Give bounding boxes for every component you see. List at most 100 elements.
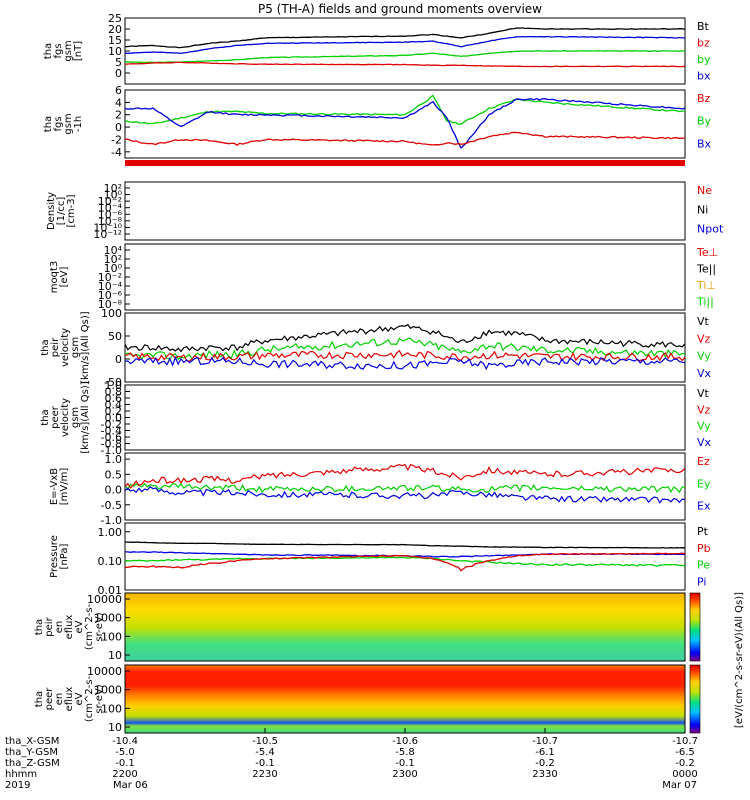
x-row-value: -0.2 — [535, 758, 555, 769]
y-tick-label: 10 — [108, 721, 122, 734]
series-bx — [124, 61, 686, 68]
series-Pe — [124, 556, 686, 567]
y-axis-label: eflux — [64, 687, 75, 712]
series-Pt — [124, 541, 686, 549]
y-tick-label: 100 — [101, 630, 122, 643]
x-row-label: tha_X-GSM — [5, 736, 59, 747]
x-axis-table: tha_X-GSM -10.4 -10.5 -10.6 -10.7 -10.7 tha_Y-… — [5, 728, 698, 791]
y-tick-label: 10 — [108, 649, 122, 662]
legend-By: By — [697, 115, 712, 128]
legend-Pb: Pb — [697, 542, 711, 555]
legend-Npot: Npot — [697, 223, 724, 236]
x-row-value: -5.4 — [255, 747, 275, 758]
x-row-value: -0.1 — [115, 758, 135, 769]
y-axis-label: [km/s](All Qs)] — [80, 311, 91, 383]
y-axis-label: tha — [40, 409, 51, 425]
panel-frame — [124, 592, 686, 662]
legend-Vx: Vx — [697, 367, 712, 380]
panel-frame — [124, 452, 686, 521]
series-Vz — [124, 349, 686, 362]
y-tick-label: -50 — [104, 376, 122, 389]
y-axis-label: en — [54, 621, 65, 634]
x-row-value: -10.6 — [392, 736, 418, 747]
x-row-value: -5.0 — [115, 747, 135, 758]
y-tick-label: 25 — [108, 12, 122, 25]
panel-frame — [124, 243, 686, 311]
series-by — [125, 35, 685, 55]
y-axis-label: gsm — [63, 113, 74, 134]
x-row-label: tha_Y-GSM — [5, 747, 58, 758]
y-axis-label: Pressure — [49, 535, 60, 578]
y-tick-label: 1.00 — [98, 526, 123, 539]
red-band — [125, 160, 685, 166]
y-axis-label: tha — [34, 691, 45, 707]
legend-Pe: Pe — [697, 559, 710, 572]
y-axis-label: eflux — [64, 615, 75, 640]
series-Pb — [124, 552, 686, 572]
y-tick-label: 100 — [101, 307, 122, 320]
x-row-value: Mar 06 — [113, 780, 148, 791]
series-Bt — [125, 27, 686, 49]
y-axis-label: eV — [74, 620, 85, 633]
x-row-value: -6.5 — [675, 747, 695, 758]
x-row-value: -0.1 — [395, 758, 415, 769]
y-axis-label: (cm^2-s- — [84, 603, 95, 650]
y-tick-label: 4 — [115, 96, 122, 109]
legend-Bz: Bz — [697, 92, 711, 105]
panel-frame — [124, 312, 686, 383]
y-tick-label: 0.4 — [105, 399, 123, 412]
y-tick-label: 10⁻¹⁰ — [93, 221, 122, 234]
x-row-value: 2300 — [392, 769, 417, 780]
y-axis-label: [eV] — [59, 267, 70, 288]
legend-by: by — [697, 53, 711, 66]
legend-Ti⊥: Ti⊥ — [696, 279, 716, 292]
y-tick-label: 10⁻⁶ — [98, 289, 123, 302]
panel-peir-en-eflux: 10000 1000 100 10 tha peir en eflux eV (cm^2-s-sr… — [34, 592, 686, 662]
legend-Pt: Pt — [697, 525, 709, 538]
x-row-value: -5.8 — [395, 747, 415, 758]
y-tick-label: 10⁻⁸ — [98, 298, 123, 311]
y-tick-label: 20 — [108, 23, 122, 36]
colorbar-peer — [689, 664, 701, 734]
y-tick-label: 1000 — [94, 612, 122, 625]
legend-bz: bz — [697, 37, 710, 50]
y-axis-label: [km/s](All Qs)] — [80, 381, 91, 453]
y-axis-label: gsm — [70, 407, 81, 428]
y-tick-label: -2 — [111, 133, 122, 146]
legend-Bx: Bx — [697, 137, 712, 150]
y-tick-label: 0.2 — [105, 405, 123, 418]
y-axis-label: [1/cc] — [56, 197, 67, 226]
y-axis-label: E=-VxB — [49, 468, 60, 505]
legend-Ti||: Ti|| — [696, 296, 714, 309]
y-tick-label: -1.0 — [101, 444, 122, 457]
chart-title: P5 (TH-A) fields and ground moments over… — [258, 2, 542, 16]
legend-Vy: Vy — [697, 350, 711, 363]
y-axis-label: moqt3 — [49, 261, 60, 294]
series-By — [124, 94, 686, 125]
y-tick-label: 10 — [108, 45, 122, 58]
x-row-value: -0.2 — [675, 758, 695, 769]
legend-Ne: Ne — [697, 184, 712, 197]
x-row-label: tha_Z-GSM — [5, 758, 60, 769]
x-row-value: 2330 — [532, 769, 557, 780]
series-Bz — [125, 131, 686, 146]
y-axis-label: gsm — [70, 337, 81, 358]
y-tick-label: 0 — [115, 67, 122, 80]
panel-density: 10²10⁰10⁻²10⁻⁴10⁻⁶10⁻⁸10⁻¹⁰10⁻¹²Density[… — [46, 181, 724, 241]
y-axis-label: tha — [43, 43, 54, 59]
y-tick-label: 10⁻² — [98, 195, 122, 208]
colorbar-peir — [689, 592, 701, 662]
panel-efield: -1.0 -0.5 0.0 0.5 1.0 E=-VxB [mV/m] Ez Ey Ex — [49, 452, 711, 527]
legend-Pi: Pi — [697, 575, 706, 588]
panel-frame — [124, 181, 686, 241]
y-tick-label: 10000 — [87, 665, 122, 678]
legend-Ez: Ez — [697, 455, 710, 468]
legend-Te||: Te|| — [696, 263, 716, 276]
y-tick-label: 100 — [101, 702, 122, 715]
series-Ex — [124, 485, 686, 504]
y-axis-label: tha — [43, 116, 54, 132]
y-tick-label: 0.5 — [105, 468, 123, 481]
